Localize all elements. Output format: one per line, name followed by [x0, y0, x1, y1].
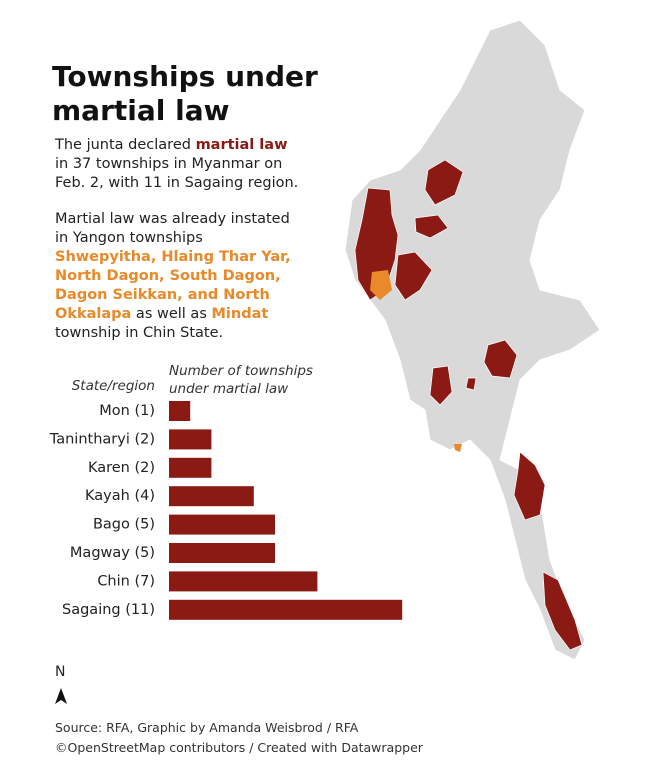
category-label: Magway (5): [70, 545, 155, 561]
highlight-text: Mindat: [211, 306, 269, 322]
source: ©OpenStreetMap contributors / Created wi…: [55, 740, 423, 755]
text: The junta declared: [55, 137, 196, 153]
category-label: Karen (2): [88, 460, 155, 476]
bar: [169, 514, 275, 535]
highlight-text: martial law: [195, 137, 288, 153]
category-label: Chin (7): [97, 573, 155, 589]
bar: [169, 571, 318, 592]
bar: [169, 457, 212, 478]
area: [394, 251, 433, 301]
category-label: Bago (5): [93, 517, 155, 533]
bar: [169, 401, 191, 421]
area: [542, 571, 583, 651]
category-label: Kayah (4): [85, 488, 155, 504]
area: [465, 377, 477, 391]
text: township in Chin State.: [55, 325, 224, 341]
bar: [169, 486, 254, 507]
north-label: N: [55, 664, 66, 680]
area: [483, 339, 518, 379]
area: [370, 270, 392, 300]
title: Townships under martial law: [52, 60, 318, 127]
description: Martial law was already instated in Yang…: [55, 210, 305, 343]
area: [454, 444, 462, 452]
area: [424, 159, 464, 206]
description: The junta declared martial law in 37 tow…: [55, 136, 305, 193]
area: [513, 451, 546, 521]
area: [414, 214, 449, 239]
text: in 37 townships in Myanmar on Feb. 2, wi…: [55, 156, 299, 191]
north-arrow: [55, 688, 67, 704]
text: as well as: [131, 306, 212, 322]
bar: [169, 543, 275, 563]
text: Martial law was already instated in Yang…: [55, 211, 290, 246]
category-axis-label: State/region: [71, 378, 155, 394]
category-label: Tanintharyi (2): [49, 431, 155, 447]
bar: [169, 429, 212, 450]
prior-martial-law-areas: [370, 270, 462, 452]
source: Source: RFA, Graphic by Amanda Weisbrod …: [55, 720, 359, 735]
highlight-text: Shwepyitha, Hlaing Thar Yar, North Dagon…: [55, 249, 291, 322]
map: [344, 19, 601, 661]
category-label: Sagaing (11): [62, 602, 155, 618]
bar: [169, 599, 403, 620]
martial-law-areas: [354, 159, 583, 651]
country-outline: [344, 19, 601, 661]
area: [429, 365, 453, 406]
category-label: Mon (1): [99, 403, 155, 419]
value-axis-label: Number of townships under martial law: [169, 363, 313, 397]
